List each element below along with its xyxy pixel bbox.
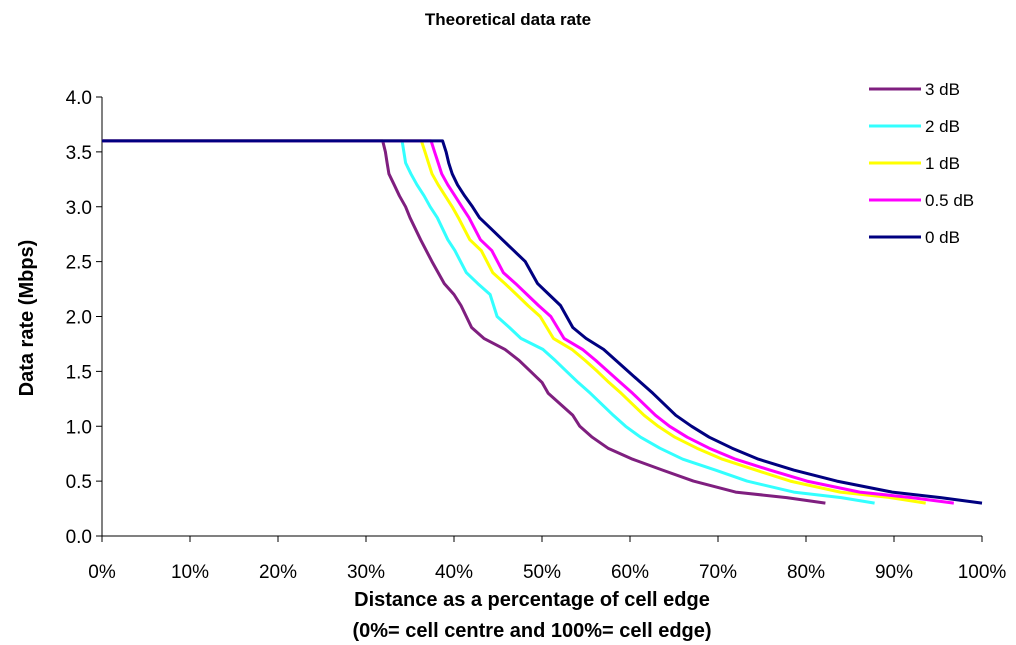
y-tick-label: 3.5: [66, 143, 92, 164]
x-tick-label: 80%: [787, 562, 825, 583]
x-tick-label: 60%: [611, 562, 649, 583]
y-tick-label: 2.5: [66, 253, 92, 274]
y-axis-title: Data rate (Mbps): [16, 240, 38, 397]
x-tick-label: 30%: [347, 562, 385, 583]
x-axis-ticks: 0% 10% 20% 30% 40% 50% 60% 70% 80% 90% 100%: [88, 536, 1006, 583]
y-tick-label: 4.0: [66, 88, 92, 109]
y-tick-label: 1.5: [66, 362, 92, 383]
series-line-3: [102, 139, 954, 505]
y-tick-label: 1.0: [66, 417, 92, 438]
x-tick-label: 10%: [171, 562, 209, 583]
x-axis-title: Distance as a percentage of cell edge: [354, 589, 710, 611]
x-tick-label: 0%: [88, 562, 116, 583]
legend: 3 dB 2 dB 1 dB 0.5 dB 0 dB: [869, 80, 974, 247]
x-tick-label: 40%: [435, 562, 473, 583]
series-line-4: [102, 139, 983, 505]
x-tick-label: 50%: [523, 562, 561, 583]
series-line-2: [102, 139, 926, 505]
y-tick-label: 2.0: [66, 308, 92, 329]
y-axis-ticks: 0.0 0.5 1.0 1.5 2.0 2.5 3.0 3.5 4.0: [66, 88, 102, 548]
x-tick-label: 20%: [259, 562, 297, 583]
chart-title: Theoretical data rate: [425, 10, 591, 29]
series-line-1: [102, 139, 875, 505]
legend-label: 1 dB: [925, 154, 960, 173]
y-tick-label: 0.5: [66, 472, 92, 493]
x-axis-subtitle: (0%= cell centre and 100%= cell edge): [352, 620, 711, 642]
x-tick-label: 70%: [699, 562, 737, 583]
legend-label: 2 dB: [925, 117, 960, 136]
series-layer: [102, 139, 983, 505]
y-tick-label: 0.0: [66, 527, 92, 548]
legend-label: 0 dB: [925, 228, 960, 247]
legend-label: 0.5 dB: [925, 191, 974, 210]
x-tick-label: 90%: [875, 562, 913, 583]
legend-label: 3 dB: [925, 80, 960, 99]
series-line-0: [102, 139, 826, 505]
x-tick-label: 100%: [958, 562, 1007, 583]
y-tick-label: 3.0: [66, 198, 92, 219]
